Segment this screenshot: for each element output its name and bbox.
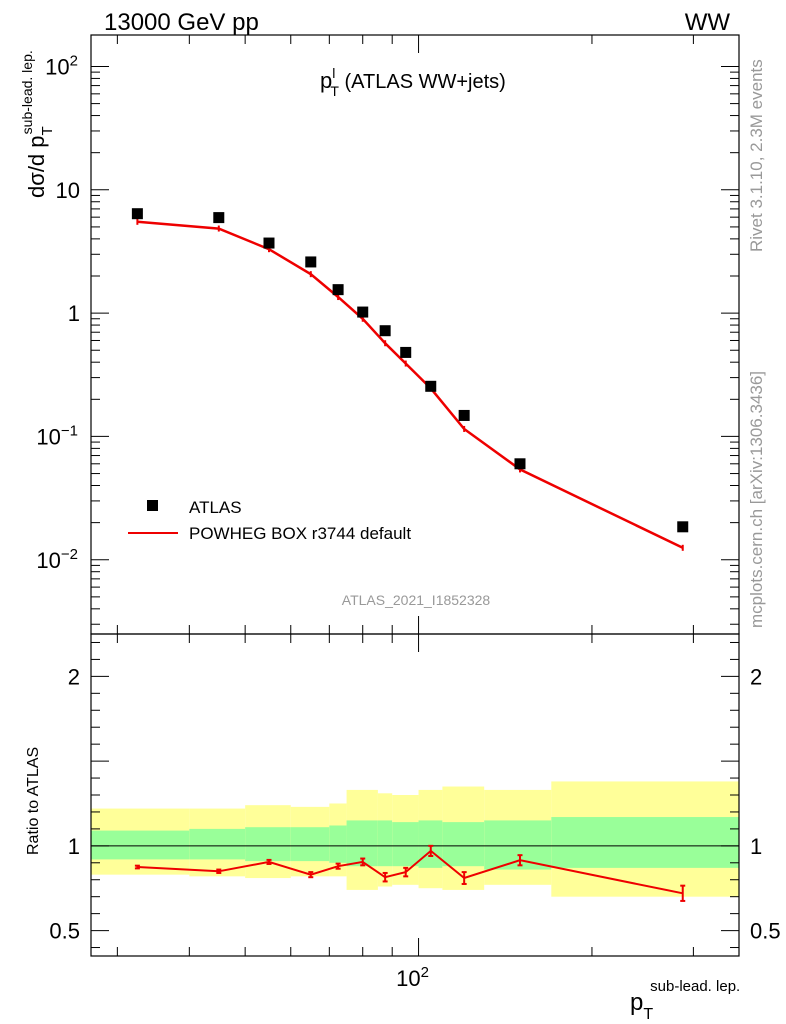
band-inner <box>392 822 419 867</box>
plot-title-main: p <box>320 68 332 93</box>
legend-data-label: ATLAS <box>189 498 242 517</box>
data-point-marker <box>332 284 344 296</box>
ratio-tick-label-right: 0.5 <box>750 919 781 944</box>
y-tick-label: 1 <box>68 301 80 326</box>
y-axis-label: dσ/d pTsub-lead. lep. <box>19 50 56 198</box>
ratio-axis-label: Ratio to ATLAS <box>25 747 42 855</box>
legend-data-marker <box>147 500 158 511</box>
data-point-marker <box>213 212 225 224</box>
band-inner <box>245 827 291 862</box>
main-panel: 102 10 1 10−1 10−2 <box>36 35 739 652</box>
x-tick-label: 102 <box>396 964 429 991</box>
data-point-marker <box>425 380 437 392</box>
ratio-uncertainty-bands <box>91 781 739 897</box>
data-point-marker <box>677 521 689 533</box>
legend-mc-label: POWHEG BOX r3744 default <box>189 524 411 543</box>
data-point-marker <box>458 409 470 421</box>
band-inner <box>551 817 739 868</box>
ratio-frame <box>90 633 740 957</box>
data-point-marker <box>305 256 317 268</box>
ratio-panel: 102 2 2 1 1 0.5 0.5 <box>49 641 781 991</box>
data-point-marker <box>379 325 391 337</box>
ratio-tick-label-left: 1 <box>68 834 80 859</box>
plot-title-sup: l <box>332 65 335 81</box>
y-tick-label: 10−2 <box>36 546 78 573</box>
y-axis-label-sup: sub-lead. lep. <box>19 50 35 134</box>
band-inner <box>290 827 330 862</box>
band-inner <box>189 828 246 860</box>
y-axis-label-main: dσ/d p <box>24 135 49 198</box>
band-inner <box>442 822 485 867</box>
data-point-marker <box>357 306 369 318</box>
x-axis-label-main: p <box>630 989 643 1016</box>
data-point-marker <box>131 208 143 220</box>
y-tick-label: 102 <box>45 52 78 79</box>
band-inner <box>91 830 190 860</box>
y-axis-label-sub: T <box>39 126 56 135</box>
plot-title: pl T (ATLAS WW+jets) <box>320 65 506 99</box>
mcplots-label: mcplots.cern.ch [arXiv:1306.3436] <box>747 371 766 628</box>
ratio-tick-label-left: 2 <box>68 664 80 689</box>
ratio-tick-label-right: 2 <box>750 664 762 689</box>
data-point-marker <box>263 237 275 249</box>
x-axis-label-sup: sub-lead. lep. <box>650 978 740 995</box>
ratio-tick-label-right: 1 <box>750 834 762 859</box>
band-inner <box>484 820 552 870</box>
data-point-marker <box>400 346 412 358</box>
analysis-id: ATLAS_2021_I1852328 <box>342 592 491 608</box>
plot-title-rest: (ATLAS WW+jets) <box>339 71 506 93</box>
legend: ATLAS POWHEG BOX r3744 default <box>128 498 411 543</box>
y-tick-label: 10−1 <box>36 422 78 449</box>
header-right: WW <box>685 9 731 36</box>
band-inner <box>418 820 443 868</box>
header-left: 13000 GeV pp <box>104 9 259 36</box>
ratio-series-line <box>137 849 683 895</box>
main-frame <box>90 34 740 635</box>
data-point-marker <box>514 458 526 470</box>
band-inner <box>377 820 393 867</box>
x-axis-label: pTsub-lead. lep. <box>630 978 740 1023</box>
y-tick-label: 10 <box>56 178 80 203</box>
ratio-tick-label-left: 0.5 <box>49 919 80 944</box>
band-inner <box>329 825 347 863</box>
x-axis-label-sub: T <box>643 1006 653 1023</box>
rivet-label: Rivet 3.1.10, 2.3M events <box>747 59 766 252</box>
mc-series-line <box>137 220 684 549</box>
plot-title-sub: T <box>330 83 339 99</box>
